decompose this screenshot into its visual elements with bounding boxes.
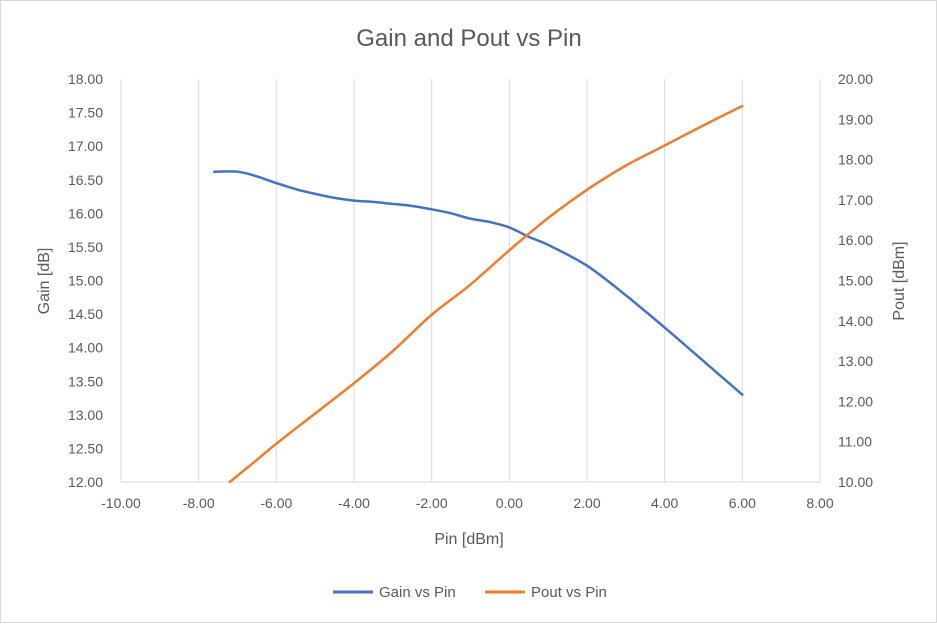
y-tick-label-1: 12.50	[68, 440, 103, 456]
y2-tick-label-7: 17.00	[838, 192, 873, 208]
x-axis-title: Pin [dBm]	[434, 531, 503, 548]
y2-axis-title: Pout [dBm]	[891, 241, 908, 320]
y-tick-label-0: 12.00	[68, 474, 103, 490]
x-tick-label-9: 8.00	[806, 495, 833, 511]
x-tick-label-8: 6.00	[729, 495, 756, 511]
series-line-gain-vs-pin	[212, 170, 744, 396]
series-line-pout-vs-pin	[228, 104, 744, 484]
y-tick-label-5: 14.50	[68, 306, 103, 322]
y2-tick-label-8: 18.00	[838, 152, 873, 168]
y2-tick-label-5: 15.00	[838, 273, 873, 289]
x-tick-label-0: -10.00	[101, 495, 141, 511]
chart-title: Gain and Pout vs Pin	[356, 25, 581, 52]
x-tick-label-7: 4.00	[651, 495, 678, 511]
x-tick-label-1: -8.00	[183, 495, 215, 511]
series-lines	[212, 104, 744, 484]
x-tick-label-3: -4.00	[338, 495, 370, 511]
y2-tick-label-6: 16.00	[838, 232, 873, 248]
tick-labels: -10.00 -8.00 -6.00 -4.00 -2.00 0.00 2.00 4.00 6.…	[68, 71, 873, 511]
y-tick-label-9: 16.50	[68, 172, 103, 188]
y-tick-label-7: 15.50	[68, 239, 103, 255]
y2-tick-label-0: 10.00	[838, 474, 873, 490]
y-tick-label-3: 13.50	[68, 373, 103, 389]
y2-tick-label-1: 11.00	[838, 434, 872, 450]
y2-tick-label-10: 20.00	[838, 71, 873, 87]
y2-tick-label-3: 13.00	[838, 353, 873, 369]
y2-tick-label-4: 14.00	[838, 313, 873, 329]
y2-tick-label-2: 12.00	[838, 393, 873, 409]
y-tick-label-4: 14.00	[68, 340, 103, 356]
legend-label-pout: Pout vs Pin	[531, 584, 607, 601]
x-tick-label-4: -2.00	[416, 495, 448, 511]
y-tick-label-8: 16.00	[68, 205, 103, 221]
legend: Gain vs Pin Pout vs Pin	[333, 584, 607, 601]
y-tick-label-12: 18.00	[68, 71, 103, 87]
y-axis-title: Gain [dB]	[36, 248, 53, 315]
x-tick-label-2: -6.00	[260, 495, 292, 511]
grid-lines	[120, 79, 821, 483]
x-tick-label-6: 2.00	[573, 495, 600, 511]
legend-label-gain: Gain vs Pin	[379, 584, 456, 601]
y-tick-label-10: 17.00	[68, 138, 103, 154]
x-tick-label-5: 0.00	[496, 495, 523, 511]
y-tick-label-6: 15.00	[68, 273, 103, 289]
y-tick-label-2: 13.00	[68, 407, 103, 423]
y2-tick-label-9: 19.00	[838, 111, 873, 127]
y-tick-label-11: 17.50	[68, 105, 103, 121]
